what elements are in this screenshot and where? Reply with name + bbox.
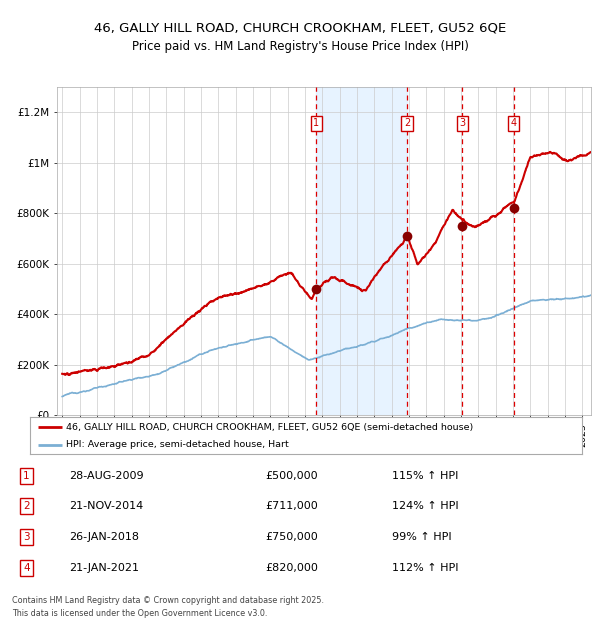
Text: 46, GALLY HILL ROAD, CHURCH CROOKHAM, FLEET, GU52 6QE (semi-detached house): 46, GALLY HILL ROAD, CHURCH CROOKHAM, FL… — [66, 423, 473, 432]
Text: £500,000: £500,000 — [265, 471, 318, 480]
Text: This data is licensed under the Open Government Licence v3.0.: This data is licensed under the Open Gov… — [12, 609, 268, 618]
Text: 3: 3 — [23, 532, 30, 542]
Text: HPI: Average price, semi-detached house, Hart: HPI: Average price, semi-detached house,… — [66, 440, 289, 449]
Text: 1: 1 — [313, 118, 319, 128]
Text: 21-NOV-2014: 21-NOV-2014 — [70, 502, 144, 512]
Text: 4: 4 — [23, 563, 30, 573]
Text: £750,000: £750,000 — [265, 532, 318, 542]
Text: 26-JAN-2018: 26-JAN-2018 — [70, 532, 140, 542]
Text: 2: 2 — [404, 118, 410, 128]
Text: 99% ↑ HPI: 99% ↑ HPI — [392, 532, 452, 542]
Text: Contains HM Land Registry data © Crown copyright and database right 2025.: Contains HM Land Registry data © Crown c… — [12, 596, 324, 606]
Text: 115% ↑ HPI: 115% ↑ HPI — [392, 471, 458, 480]
Text: 124% ↑ HPI: 124% ↑ HPI — [392, 502, 459, 512]
Bar — [316, 87, 407, 415]
Text: 28-AUG-2009: 28-AUG-2009 — [70, 471, 144, 480]
Text: Price paid vs. HM Land Registry's House Price Index (HPI): Price paid vs. HM Land Registry's House … — [131, 40, 469, 53]
Text: 112% ↑ HPI: 112% ↑ HPI — [392, 563, 458, 573]
Text: 2: 2 — [23, 502, 30, 512]
Text: 1: 1 — [23, 471, 30, 480]
Text: 3: 3 — [459, 118, 465, 128]
Text: £711,000: £711,000 — [265, 502, 318, 512]
Text: 4: 4 — [511, 118, 517, 128]
Text: £820,000: £820,000 — [265, 563, 319, 573]
Text: 46, GALLY HILL ROAD, CHURCH CROOKHAM, FLEET, GU52 6QE: 46, GALLY HILL ROAD, CHURCH CROOKHAM, FL… — [94, 22, 506, 35]
Text: 21-JAN-2021: 21-JAN-2021 — [70, 563, 140, 573]
